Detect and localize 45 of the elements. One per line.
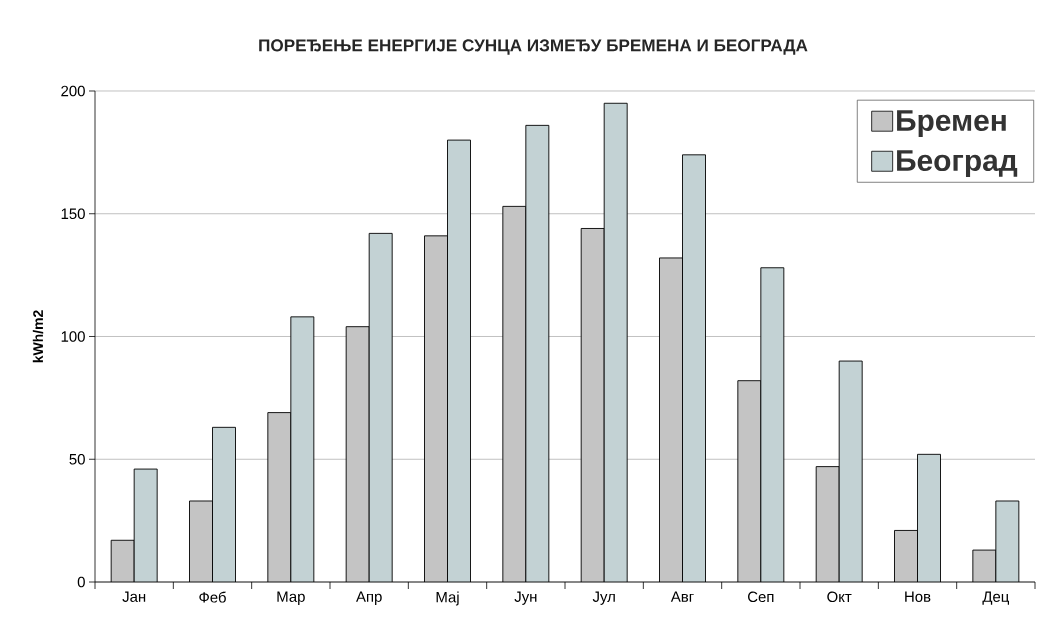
x-tick-label: Нов xyxy=(905,591,931,602)
bar xyxy=(894,530,918,582)
x-tick-label: Сеп xyxy=(748,591,774,603)
x-tick-label: Апр xyxy=(356,591,382,605)
bar xyxy=(659,257,683,582)
y-tick-label: 200 xyxy=(61,85,85,97)
bar xyxy=(134,469,158,582)
bar xyxy=(581,228,605,582)
legend-label: Бремен xyxy=(897,110,1006,137)
bar xyxy=(290,316,314,582)
y-tick-label: 150 xyxy=(61,208,85,220)
bar xyxy=(995,500,1020,582)
x-tick-label: Авг xyxy=(670,591,694,602)
bar xyxy=(760,267,784,582)
bar xyxy=(267,412,291,582)
x-tick-label: Феб xyxy=(199,591,226,603)
bar xyxy=(502,206,526,582)
chart-title: ПОРЕЂЕЊЕ ЕНЕРГИЈЕ СУНЦА ИЗМЕЂУ БРЕМЕНА И БЕОГРАДА xyxy=(259,39,808,55)
bar xyxy=(737,380,761,582)
x-tick-label: Мај xyxy=(436,591,459,606)
bar xyxy=(525,125,549,582)
legend-label: Београд xyxy=(897,150,1018,177)
bar xyxy=(346,326,370,582)
x-tick-label: Јул xyxy=(592,591,615,605)
bar xyxy=(839,361,863,582)
x-tick-label: Јун xyxy=(514,591,537,605)
x-tick-label: Окт xyxy=(827,591,852,603)
x-tick-label: Јан xyxy=(122,591,146,602)
y-axis-title: kWh/m2 xyxy=(32,310,44,363)
bar xyxy=(111,540,135,582)
x-tick-label: Дец xyxy=(982,591,1009,605)
y-tick-label: 0 xyxy=(77,576,85,588)
bar xyxy=(972,549,997,582)
x-tick-label: Мар xyxy=(277,591,305,605)
bar xyxy=(682,154,706,582)
bar xyxy=(189,500,213,582)
bar xyxy=(424,235,448,582)
bar xyxy=(212,427,236,582)
y-tick-label: 100 xyxy=(61,331,85,342)
bar xyxy=(369,233,393,582)
bar xyxy=(447,140,471,582)
bar xyxy=(816,466,840,582)
bar xyxy=(917,454,941,582)
y-tick-label: 50 xyxy=(69,453,85,465)
bar xyxy=(604,103,628,582)
